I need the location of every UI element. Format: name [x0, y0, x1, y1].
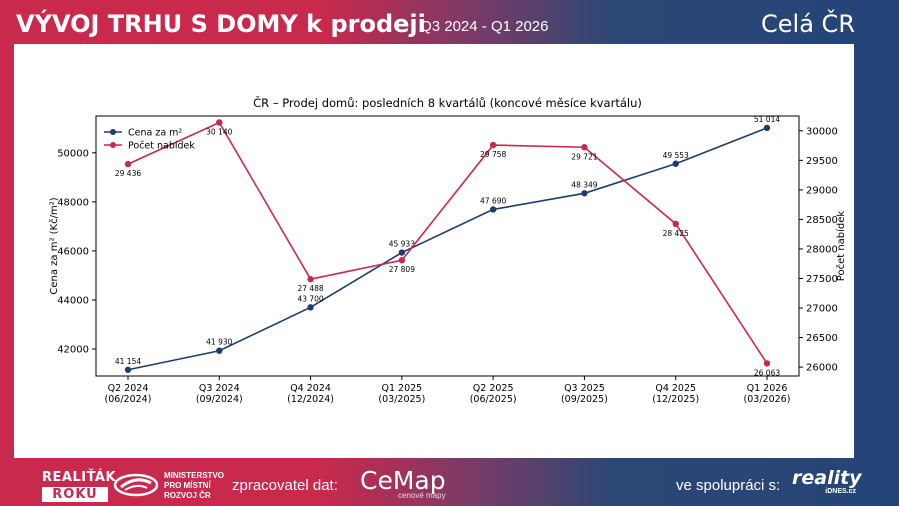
- x-tick-label: Q4 2025: [655, 383, 696, 394]
- data-label: 29 721: [571, 152, 597, 161]
- page-title: VÝVOJ TRHU S DOMY k prodeji: [16, 10, 426, 38]
- award-bottom-text: ROKU: [42, 487, 108, 502]
- x-tick-sublabel: (06/2025): [470, 394, 517, 405]
- right-tick-label: 28000: [806, 244, 838, 255]
- data-point: [763, 360, 771, 367]
- data-point: [398, 257, 406, 264]
- data-label: 48 349: [571, 180, 597, 189]
- x-tick-label: Q3 2024: [199, 383, 240, 394]
- x-tick-sublabel: (09/2025): [561, 394, 608, 405]
- x-tick-sublabel: (06/2024): [105, 394, 152, 405]
- data-label: 45 933: [389, 240, 415, 249]
- ministry-logo-icon: [113, 473, 159, 502]
- x-tick-sublabel: (09/2024): [196, 394, 243, 405]
- x-tick-sublabel: (12/2025): [652, 394, 699, 405]
- chart-panel: ČR – Prodej domů: posledních 8 kvartálů …: [14, 44, 854, 458]
- data-label: 29 436: [115, 169, 141, 178]
- right-tick-label: 29000: [806, 185, 838, 196]
- x-tick-label: Q2 2025: [473, 383, 514, 394]
- y-axis-label-right: Počet nabídek: [835, 211, 847, 282]
- chart-title: ČR – Prodej domů: posledních 8 kvartálů …: [253, 95, 642, 110]
- realitak-roku-badge: REALIŤÁK ROKU: [42, 470, 117, 502]
- data-label: 27 488: [297, 284, 323, 293]
- data-point: [398, 249, 406, 256]
- y-axis-label-left: Cena za m² (Kč/m²): [48, 197, 60, 294]
- data-label: 27 809: [389, 265, 415, 274]
- left-tick-label: 44000: [57, 295, 89, 306]
- left-tick-label: 50000: [57, 148, 89, 159]
- data-label: 26 063: [754, 368, 780, 377]
- processor-label: zpracovatel dat:: [232, 477, 338, 494]
- data-point: [307, 304, 314, 311]
- data-label: 47 690: [480, 196, 506, 205]
- data-label: 29 758: [480, 150, 506, 159]
- data-point: [581, 190, 588, 197]
- left-tick-label: 42000: [57, 345, 89, 356]
- right-tick-label: 28500: [806, 215, 838, 226]
- footer: REALIŤÁK ROKU MINISTERSTVO PRO MÍSTNÍ RO…: [0, 460, 899, 506]
- left-tick-label: 46000: [57, 246, 89, 257]
- data-point: [672, 160, 679, 167]
- series-line-1: [127, 127, 768, 371]
- data-label: 41 154: [115, 357, 141, 366]
- cemap-tagline: cenové mapy: [398, 491, 446, 500]
- right-tick-label: 27000: [806, 304, 838, 315]
- data-label: 28 425: [663, 229, 689, 238]
- x-tick-sublabel: (03/2026): [744, 394, 791, 405]
- right-tick-label: 26500: [806, 333, 838, 344]
- legend-marker: [110, 142, 116, 148]
- x-tick-label: Q4 2024: [290, 383, 331, 394]
- data-point: [216, 347, 223, 354]
- left-tick-label: 48000: [57, 197, 89, 208]
- plot-frame: [95, 115, 800, 377]
- x-tick-label: Q2 2024: [108, 383, 149, 394]
- x-tick-label: Q1 2025: [381, 383, 422, 394]
- partner-sub: iDNES.cz: [825, 488, 856, 495]
- period-subtitle: | Q3 2024 - Q1 2026: [412, 18, 549, 35]
- data-point: [489, 206, 497, 213]
- award-top-text: REALIŤÁK: [42, 470, 117, 485]
- right-tick-label: 30000: [806, 126, 838, 137]
- region-label: Celá ČR: [761, 10, 855, 38]
- ministry-line-1: MINISTERSTVO: [164, 471, 225, 480]
- x-tick-label: Q3 2025: [564, 383, 605, 394]
- data-point: [489, 141, 497, 149]
- legend-marker: [110, 129, 116, 135]
- ministry-name: MINISTERSTVO PRO MÍSTNÍ ROZVOJ ČR: [164, 471, 224, 501]
- reality-idnes-logo: reality iDNES.cz: [792, 467, 862, 495]
- data-label: 51 014: [754, 115, 780, 124]
- data-label: 30 140: [206, 128, 232, 137]
- series-line-2: [127, 121, 768, 364]
- x-tick-sublabel: (03/2025): [378, 394, 425, 405]
- data-point: [124, 366, 132, 373]
- right-tick-label: 27500: [806, 274, 838, 285]
- data-point: [307, 276, 314, 283]
- legend-label: Cena za m²: [128, 128, 182, 139]
- data-point: [763, 124, 771, 132]
- partner-name: reality: [792, 467, 862, 489]
- data-label: 43 700: [297, 294, 323, 303]
- ministry-line-3: ROZVOJ ČR: [164, 491, 211, 500]
- line-chart: ČR – Prodej domů: posledních 8 kvartálů …: [48, 95, 847, 405]
- cemap-name: CeMap: [360, 466, 446, 495]
- data-point: [216, 119, 223, 126]
- ministry-line-2: PRO MÍSTNÍ: [164, 481, 211, 490]
- right-tick-label: 29500: [806, 156, 838, 167]
- data-label: 49 553: [663, 151, 689, 160]
- cooperation-label: ve spolupráci s:: [676, 477, 781, 494]
- data-point: [672, 220, 679, 228]
- legend-label: Počet nabídek: [128, 141, 195, 152]
- x-tick-sublabel: (12/2024): [287, 394, 334, 405]
- right-tick-label: 26000: [806, 363, 838, 374]
- cemap-logo: CeMap cenové mapy: [360, 466, 446, 501]
- data-point: [581, 144, 588, 151]
- data-label: 41 930: [206, 338, 232, 347]
- x-tick-label: Q1 2026: [747, 383, 788, 394]
- data-point: [124, 160, 132, 168]
